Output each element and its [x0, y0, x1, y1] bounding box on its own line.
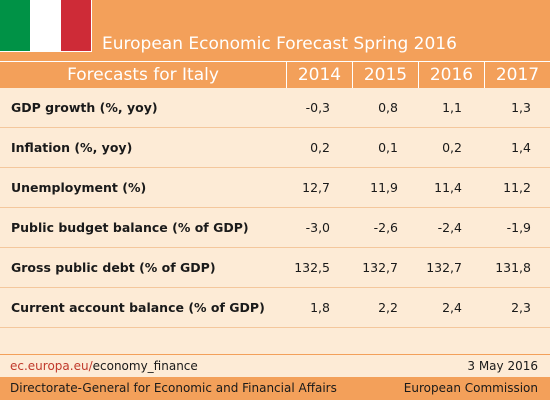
cell-value: -2,6 — [373, 220, 398, 235]
page-title: European Economic Forecast Spring 2016 — [102, 34, 457, 54]
flag-stripe-white — [30, 0, 61, 51]
header-label: Forecasts for Italy — [67, 65, 219, 85]
cell-value: 132,7 — [362, 260, 398, 275]
italy-flag-icon — [0, 0, 92, 52]
title-band: European Economic Forecast Spring 2016 — [0, 0, 550, 61]
link-domain[interactable]: ec.europa.eu/ — [10, 359, 93, 373]
row-label: Gross public debt (% of GDP) — [11, 260, 216, 275]
table-row: Gross public debt (% of GDP) 132,5 132,7… — [0, 248, 550, 288]
publish-date: 3 May 2016 — [467, 359, 538, 373]
table-row: GDP growth (%, yoy) -0,3 0,8 1,1 1,3 — [0, 88, 550, 128]
cell-value: 2,4 — [442, 300, 462, 315]
cell-value: 1,3 — [511, 100, 531, 115]
table-row: Unemployment (%) 12,7 11,9 11,4 11,2 — [0, 168, 550, 208]
cell-value: 11,9 — [370, 180, 398, 195]
cell-value: 11,2 — [503, 180, 531, 195]
source-link[interactable]: ec.europa.eu/economy_finance — [10, 355, 198, 377]
table-header: Forecasts for Italy 2014 2015 2016 2017 — [0, 61, 550, 88]
dg-name: Directorate-General for Economic and Fin… — [10, 381, 337, 395]
cell-value: -3,0 — [305, 220, 330, 235]
cell-value: 2,2 — [378, 300, 398, 315]
table-row: Public budget balance (% of GDP) -3,0 -2… — [0, 208, 550, 248]
cell-value: 0,2 — [442, 140, 462, 155]
cell-value: 132,7 — [426, 260, 462, 275]
organization-name: European Commission — [403, 381, 538, 395]
link-path[interactable]: economy_finance — [92, 359, 198, 373]
cell-value: -1,9 — [506, 220, 531, 235]
header-year: 2016 — [418, 62, 484, 88]
footer-band: Directorate-General for Economic and Fin… — [0, 377, 550, 400]
cell-value: 0,1 — [378, 140, 398, 155]
cell-value: 12,7 — [302, 180, 330, 195]
cell-value: 0,8 — [378, 100, 398, 115]
row-label: Public budget balance (% of GDP) — [11, 220, 249, 235]
row-label: Inflation (%, yoy) — [11, 140, 133, 155]
row-label: Current account balance (% of GDP) — [11, 300, 265, 315]
cell-value: 132,5 — [294, 260, 330, 275]
cell-value: 11,4 — [434, 180, 462, 195]
cell-value: 2,3 — [511, 300, 531, 315]
cell-value: -2,4 — [437, 220, 462, 235]
cell-value: 131,8 — [495, 260, 531, 275]
header-year: 2014 — [286, 62, 352, 88]
flag-stripe-green — [0, 0, 31, 51]
cell-value: 1,4 — [511, 140, 531, 155]
cell-value: -0,3 — [305, 100, 330, 115]
row-label: Unemployment (%) — [11, 180, 147, 195]
cell-value: 1,8 — [310, 300, 330, 315]
cell-value: 0,2 — [310, 140, 330, 155]
header-year: 2017 — [484, 62, 550, 88]
header-year: 2015 — [352, 62, 418, 88]
cell-value: 1,1 — [442, 100, 462, 115]
table-row: Inflation (%, yoy) 0,2 0,1 0,2 1,4 — [0, 128, 550, 168]
table-row: Current account balance (% of GDP) 1,8 2… — [0, 288, 550, 328]
row-label: GDP growth (%, yoy) — [11, 100, 158, 115]
flag-stripe-red — [60, 0, 91, 51]
footer-info: ec.europa.eu/economy_finance 3 May 2016 — [0, 354, 550, 376]
